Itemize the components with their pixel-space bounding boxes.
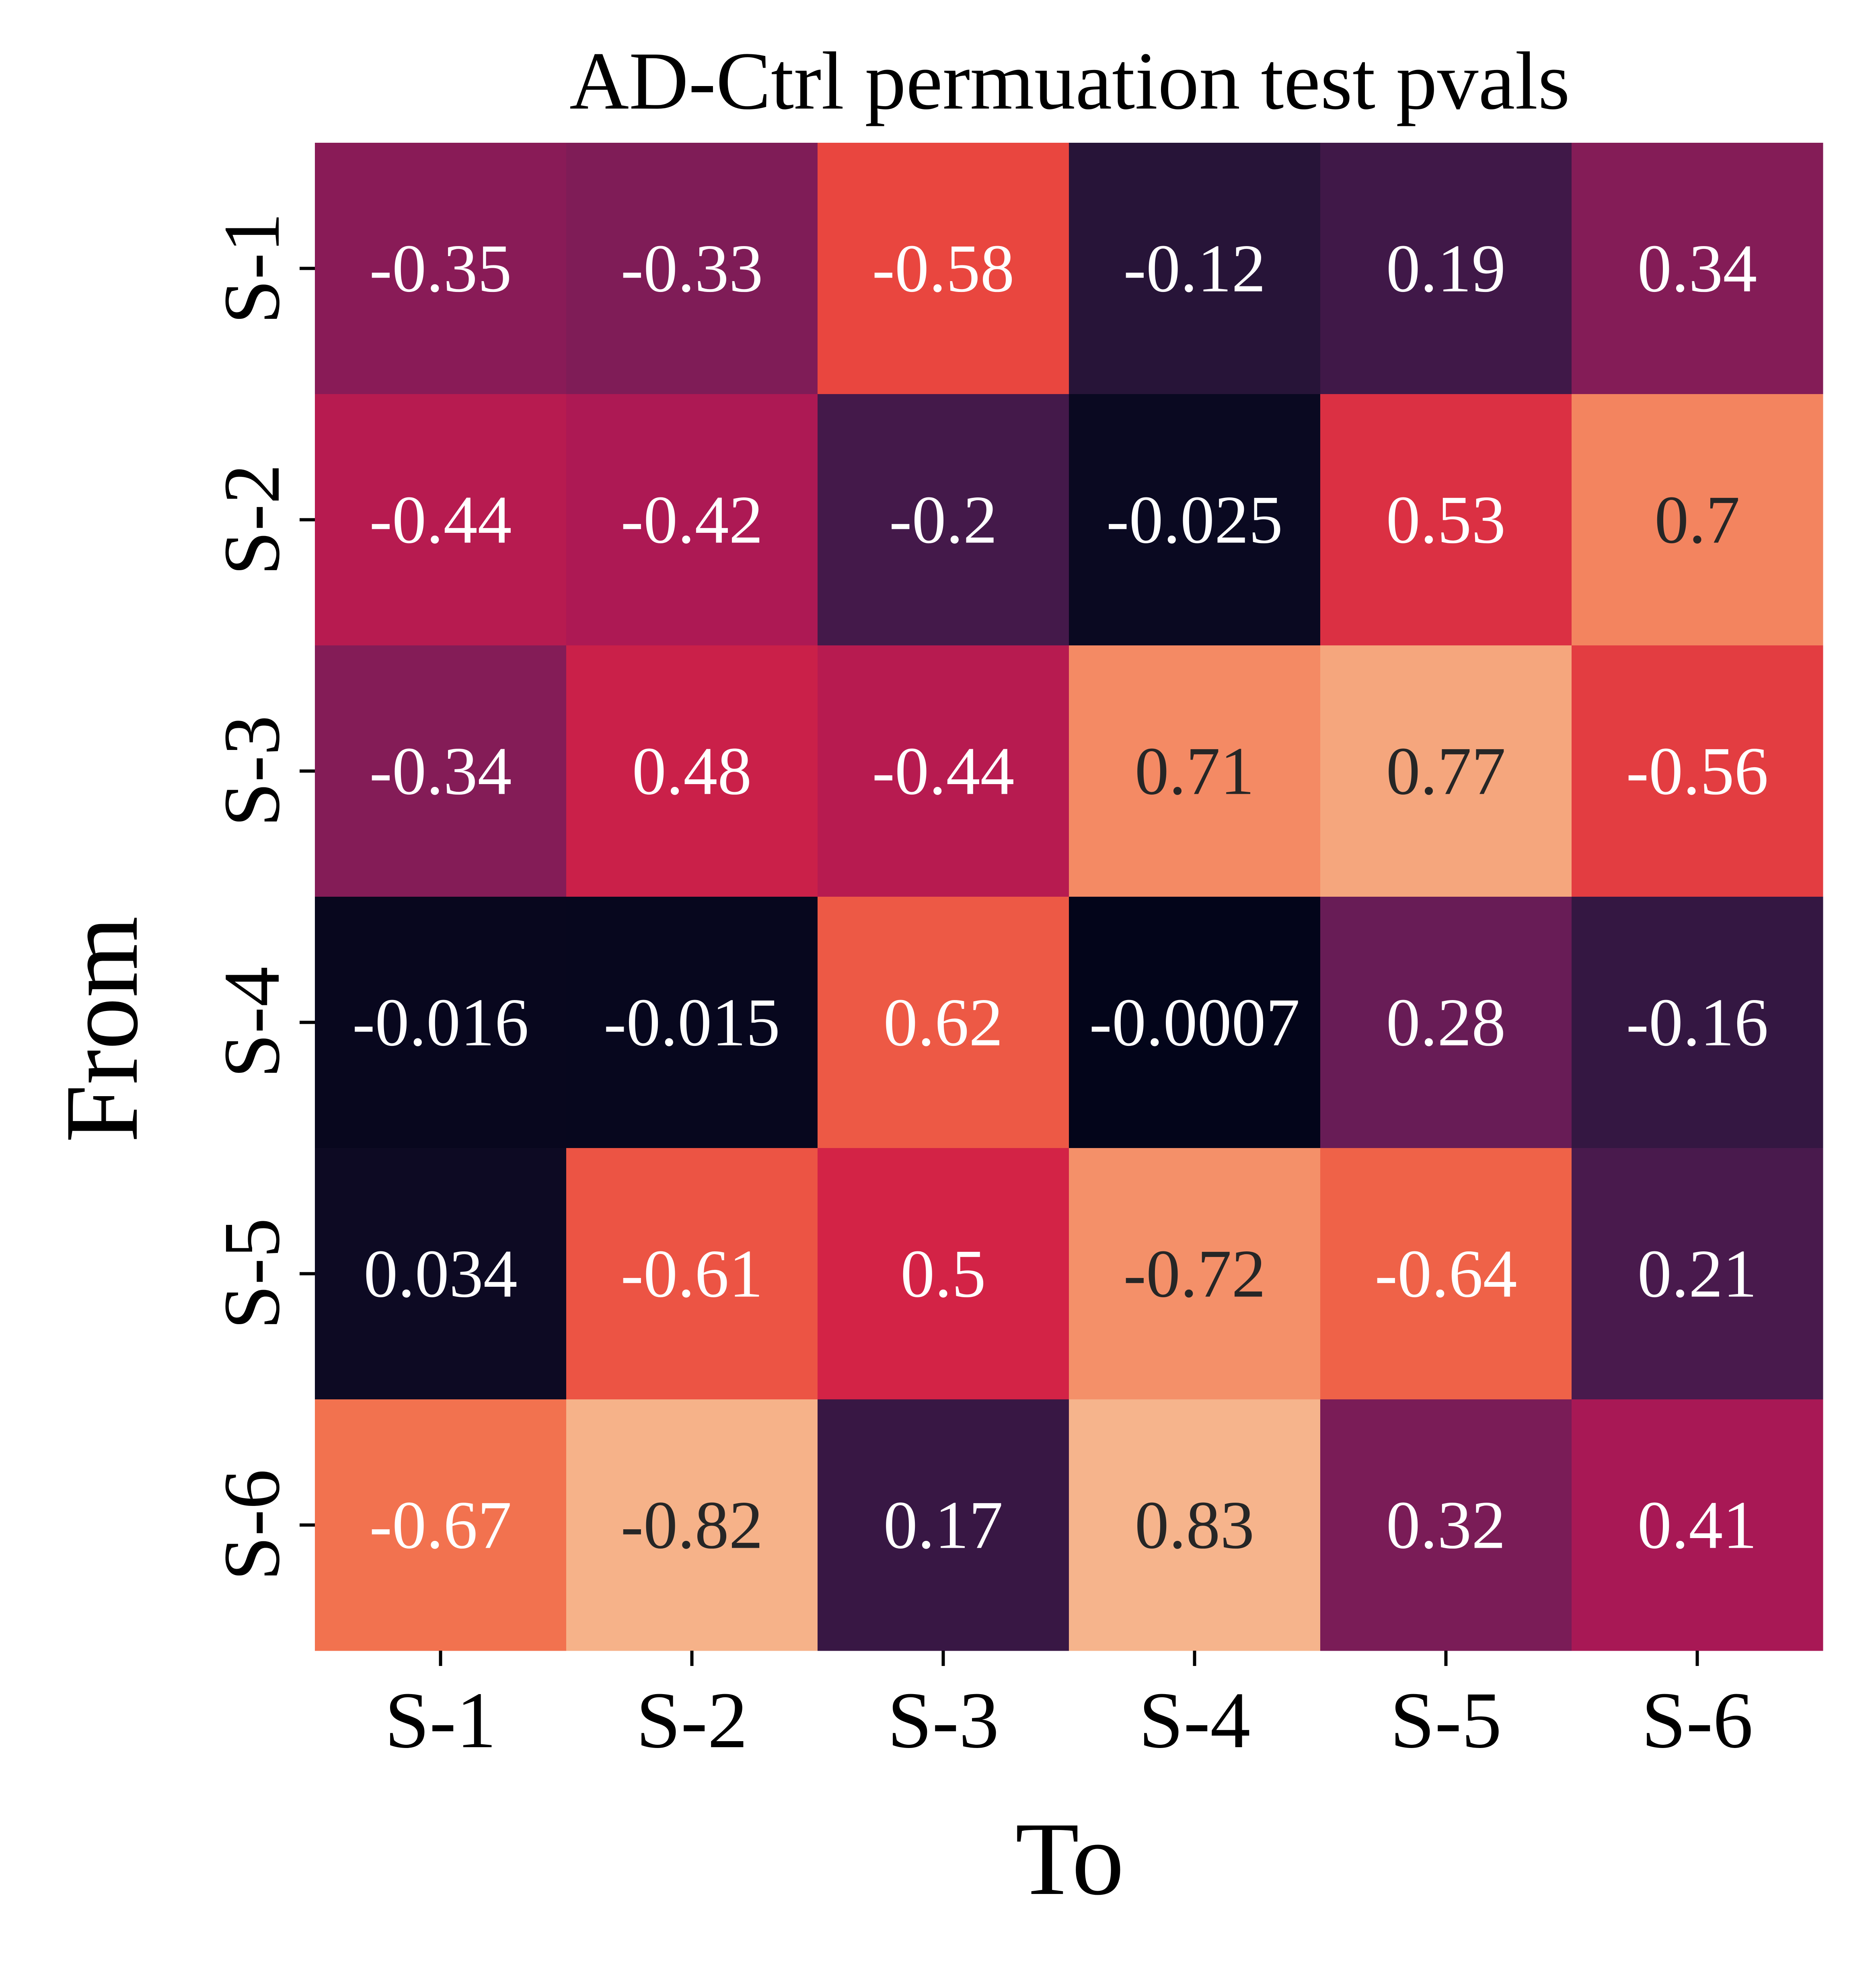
heatmap-cell (566, 1148, 818, 1400)
heatmap-cell-labels: -0.35 -0.33 -0.58 -0.12 0.19 0.34 -0.44 -0.42 -0… (352, 231, 1769, 1563)
heatmap-cell (1069, 1399, 1321, 1651)
heatmap-cell (818, 143, 1069, 394)
heatmap-cell (566, 645, 818, 897)
heatmap-cell (1069, 1148, 1321, 1400)
heatmap-cell (818, 645, 1069, 897)
cell-value-label: -0.0007 (1089, 985, 1300, 1060)
x-tick-label: S-1 (385, 1676, 497, 1765)
cell-value-label: -0.34 (369, 733, 512, 809)
cell-value-label: 0.5 (900, 1236, 986, 1312)
cell-value-label: -0.82 (621, 1487, 763, 1563)
heatmap-cell (315, 143, 567, 394)
cell-value-label: -0.33 (621, 231, 763, 306)
heatmap-cell (1069, 394, 1321, 646)
heatmap-cell (818, 897, 1069, 1148)
x-tick-label: S-5 (1390, 1676, 1502, 1765)
heatmap-cell (315, 897, 567, 1148)
cell-value-label: 0.62 (884, 985, 1003, 1060)
heatmap-cell (315, 394, 567, 646)
heatmap-cell (566, 1399, 818, 1651)
heatmap-cell (1572, 1148, 1823, 1400)
y-tick-label: S-1 (208, 213, 296, 325)
y-tick-label: S-3 (208, 715, 296, 827)
heatmap-cells (315, 143, 1823, 1651)
cell-value-label: -0.016 (352, 985, 529, 1060)
cell-value-label: -0.42 (621, 482, 763, 558)
heatmap-cell (315, 1148, 567, 1400)
cell-value-label: 0.41 (1638, 1487, 1757, 1563)
chart-title: AD-Ctrl permuation test pvals (569, 35, 1570, 127)
heatmap-cell (1320, 645, 1572, 897)
cell-value-label: 0.77 (1386, 733, 1506, 809)
x-axis: S-1 S-2 S-3 S-4 S-5 S-6 (385, 1651, 1753, 1765)
cell-value-label: -0.2 (889, 482, 997, 558)
heatmap-cell (1320, 1148, 1572, 1400)
y-tick-label: S-4 (208, 967, 296, 1078)
cell-value-label: 0.28 (1386, 985, 1506, 1060)
heatmap-cell (566, 897, 818, 1148)
cell-value-label: -0.64 (1375, 1236, 1517, 1312)
heatmap-cell (566, 143, 818, 394)
heatmap-cell (1572, 897, 1823, 1148)
y-tick-label: S-2 (208, 464, 296, 576)
heatmap-cell (818, 394, 1069, 646)
cell-value-label: -0.025 (1106, 482, 1283, 558)
cell-value-label: -0.67 (369, 1487, 512, 1563)
cell-value-label: -0.16 (1626, 985, 1768, 1060)
heatmap-cell (1572, 1399, 1823, 1651)
cell-value-label: 0.71 (1135, 733, 1255, 809)
heatmap-cell (315, 645, 567, 897)
heatmap-cell (1572, 143, 1823, 394)
cell-value-label: 0.19 (1386, 231, 1506, 306)
cell-value-label: 0.34 (1638, 231, 1757, 306)
heatmap-cell (1069, 143, 1321, 394)
cell-value-label: 0.7 (1654, 482, 1740, 558)
cell-value-label: -0.61 (621, 1236, 763, 1312)
heatmap-cell (1320, 394, 1572, 646)
cell-value-label: -0.56 (1626, 733, 1768, 809)
cell-value-label: 0.53 (1386, 482, 1506, 558)
heatmap-cell (1320, 1399, 1572, 1651)
x-tick-label: S-4 (1139, 1676, 1251, 1765)
cell-value-label: -0.58 (872, 231, 1014, 306)
cell-value-label: -0.015 (604, 985, 780, 1060)
x-tick-label: S-3 (888, 1676, 999, 1765)
y-axis-title: From (44, 916, 160, 1142)
heatmap-cell (1320, 143, 1572, 394)
heatmap-cell (818, 1148, 1069, 1400)
heatmap-cell (1572, 394, 1823, 646)
cell-value-label: 0.034 (364, 1236, 518, 1312)
cell-value-label: 0.48 (632, 733, 752, 809)
heatmap-cell (1069, 897, 1321, 1148)
heatmap-cell (315, 1399, 567, 1651)
cell-value-label: -0.12 (1123, 231, 1266, 306)
x-tick-label: S-6 (1642, 1676, 1753, 1765)
cell-value-label: 0.17 (884, 1487, 1003, 1563)
heatmap-cell (566, 394, 818, 646)
cell-value-label: 0.32 (1386, 1487, 1506, 1563)
heatmap-cell (818, 1399, 1069, 1651)
cell-value-label: 0.21 (1638, 1236, 1757, 1312)
cell-value-label: -0.44 (872, 733, 1014, 809)
cell-value-label: -0.72 (1123, 1236, 1266, 1312)
x-axis-title: To (1015, 1801, 1124, 1917)
heatmap-cell (1320, 897, 1572, 1148)
y-tick-label: S-6 (208, 1469, 296, 1581)
x-tick-label: S-2 (636, 1676, 748, 1765)
heatmap-cell (1069, 645, 1321, 897)
cell-value-label: 0.83 (1135, 1487, 1255, 1563)
heatmap-cell (1572, 645, 1823, 897)
cell-value-label: -0.35 (369, 231, 512, 306)
y-tick-label: S-5 (208, 1218, 296, 1330)
y-axis: S-1 S-2 S-3 S-4 S-5 S-6 (208, 213, 315, 1581)
cell-value-label: -0.44 (369, 482, 512, 558)
